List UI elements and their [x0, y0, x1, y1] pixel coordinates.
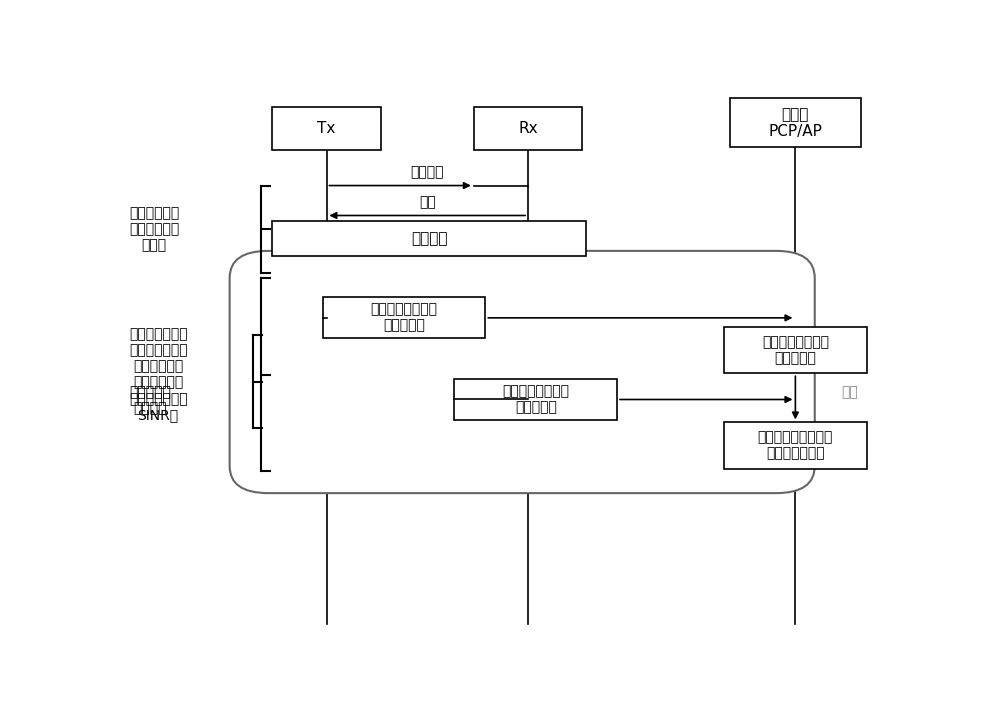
Text: 将波束成形得到
的参数信息上报
给服务期，例
如：波束索引
对、位置信息、
SINR等: 将波束成形得到 的参数信息上报 给服务期，例 如：波束索引 对、位置信息、 SI… [129, 327, 188, 422]
Text: 波束成形的接收波
束号和位置: 波束成形的接收波 束号和位置 [502, 384, 569, 414]
Text: 同意: 同意 [419, 195, 436, 209]
FancyBboxPatch shape [323, 297, 485, 338]
Text: 对所有位置上的波束
对信息建立表格: 对所有位置上的波束 对信息建立表格 [758, 431, 833, 460]
Text: 波束成形: 波束成形 [411, 231, 447, 246]
Text: 连接请求: 连接请求 [411, 165, 444, 179]
FancyBboxPatch shape [724, 327, 867, 373]
FancyBboxPatch shape [454, 379, 617, 420]
Text: Rx: Rx [518, 121, 538, 136]
Text: Tx: Tx [317, 121, 336, 136]
Text: 链路连接请求
成功，进行波
束成形: 链路连接请求 成功，进行波 束成形 [129, 206, 179, 252]
FancyBboxPatch shape [730, 98, 861, 148]
Text: 上报: 上报 [841, 385, 858, 399]
FancyBboxPatch shape [272, 107, 381, 150]
Text: 服务期收集
这些参数: 服务期收集 这些参数 [129, 385, 171, 416]
FancyBboxPatch shape [474, 107, 582, 150]
Text: 服务期
PCP/AP: 服务期 PCP/AP [768, 107, 822, 139]
FancyBboxPatch shape [724, 422, 867, 469]
FancyBboxPatch shape [230, 251, 815, 493]
FancyBboxPatch shape [272, 221, 586, 257]
Text: 波束成形的发射波
束号和位置: 波束成形的发射波 束号和位置 [370, 303, 438, 333]
Text: 波束索引对和位置
信息的收集: 波束索引对和位置 信息的收集 [762, 335, 829, 366]
